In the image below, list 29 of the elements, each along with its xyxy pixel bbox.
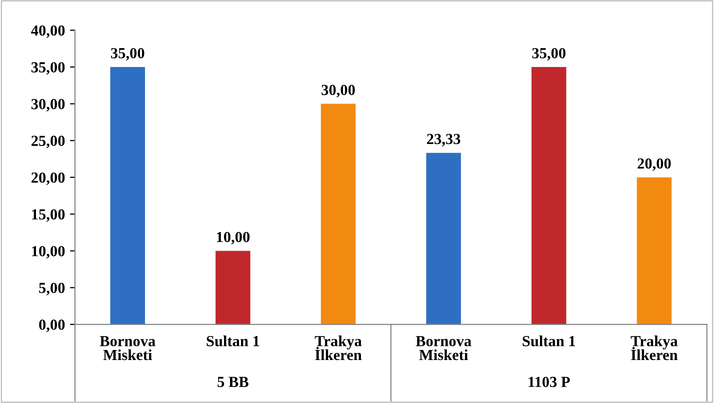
data-label: 20,00 (638, 158, 671, 171)
x-tick-label: Sultan 1 (522, 336, 576, 346)
x-tick-label: Bornova Misketi (100, 336, 156, 360)
bar (216, 250, 250, 324)
data-label: 30,00 (322, 84, 355, 98)
y-tick-label: 20,00 (32, 172, 65, 185)
y-tick-label: 30,00 (31, 98, 65, 112)
bar (320, 104, 356, 324)
y-tick-label: 40,00 (31, 25, 65, 38)
text: 1103 P (528, 376, 570, 388)
bar (636, 177, 672, 324)
text: 5 BB (218, 376, 248, 388)
data-label: 35,00 (111, 48, 144, 61)
y-tick-label: 5,00 (39, 282, 65, 296)
x-tick-label: Sultan 1 (206, 336, 260, 346)
y-tick-label: 0,00 (39, 320, 65, 332)
bar (110, 67, 146, 324)
bar (426, 152, 461, 324)
x-tick-label: Trakya İlkeren (314, 336, 362, 360)
y-tick-label: 25,00 (32, 136, 65, 148)
x-tick-label: Bornova Misketi (416, 336, 472, 360)
data-label: 35,00 (532, 48, 566, 61)
data-label: 10,00 (216, 232, 250, 244)
bar (532, 67, 566, 324)
y-tick-label: 35,00 (31, 62, 65, 75)
y-tick-label: 15,00 (32, 209, 65, 222)
x-tick-label: Trakya İlkeren (630, 336, 678, 360)
data-label: 23,33 (427, 134, 460, 146)
y-tick-label: 10,00 (32, 246, 65, 259)
